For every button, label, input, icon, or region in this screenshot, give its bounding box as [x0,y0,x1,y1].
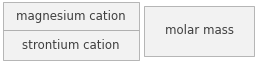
Bar [3,2,139,30]
Text: magnesium cation: magnesium cation [16,10,125,23]
Bar [3,30,139,60]
Text: molar mass: molar mass [165,24,234,38]
Bar [144,6,254,56]
Text: strontium cation: strontium cation [22,39,120,52]
